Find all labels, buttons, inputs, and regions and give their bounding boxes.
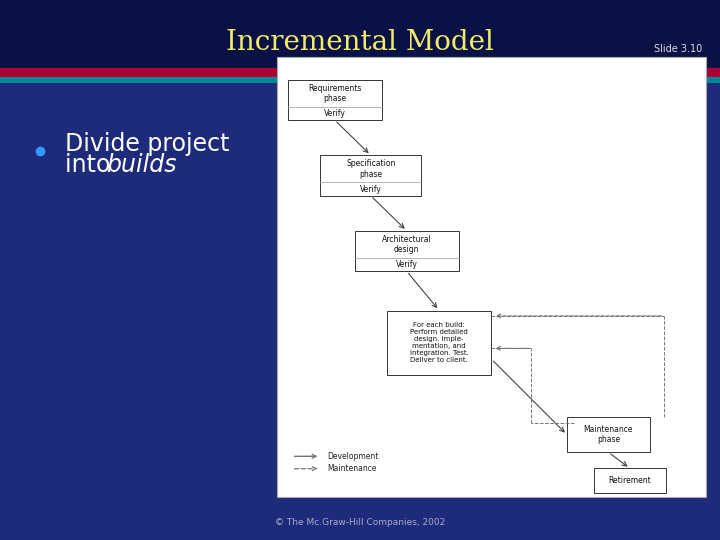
Text: Retirement: Retirement bbox=[608, 476, 652, 485]
Text: For each build:
Perform detailed
design. Imple-
mentation, and
integration. Test: For each build: Perform detailed design.… bbox=[410, 322, 469, 363]
Text: Verify: Verify bbox=[324, 109, 346, 118]
Text: © The Mc.Graw-Hill Companies, 2002: © The Mc.Graw-Hill Companies, 2002 bbox=[275, 518, 445, 527]
Bar bbox=[277, 57, 706, 497]
Text: Maintenance
phase: Maintenance phase bbox=[584, 425, 633, 444]
Bar bbox=[567, 417, 649, 453]
Text: Divide project: Divide project bbox=[65, 132, 229, 156]
Text: Requirements
phase: Requirements phase bbox=[308, 84, 361, 103]
Text: builds: builds bbox=[107, 153, 177, 177]
Text: Incremental Model: Incremental Model bbox=[226, 29, 494, 56]
Text: Verify: Verify bbox=[360, 185, 382, 193]
Text: Slide 3.10: Slide 3.10 bbox=[654, 44, 702, 53]
Bar bbox=[0, 68, 720, 77]
Bar bbox=[0, 0, 720, 68]
Bar bbox=[354, 231, 459, 271]
Text: Maintenance: Maintenance bbox=[328, 464, 377, 473]
Text: Architectural
design: Architectural design bbox=[382, 235, 432, 254]
Text: Development: Development bbox=[328, 452, 379, 461]
Bar bbox=[320, 155, 421, 195]
Text: Specification
phase: Specification phase bbox=[346, 159, 395, 179]
Text: into: into bbox=[65, 153, 117, 177]
Bar bbox=[594, 468, 666, 492]
Bar bbox=[387, 310, 491, 375]
Bar bbox=[0, 77, 720, 83]
Text: Verify: Verify bbox=[396, 260, 418, 269]
Bar bbox=[288, 80, 382, 120]
